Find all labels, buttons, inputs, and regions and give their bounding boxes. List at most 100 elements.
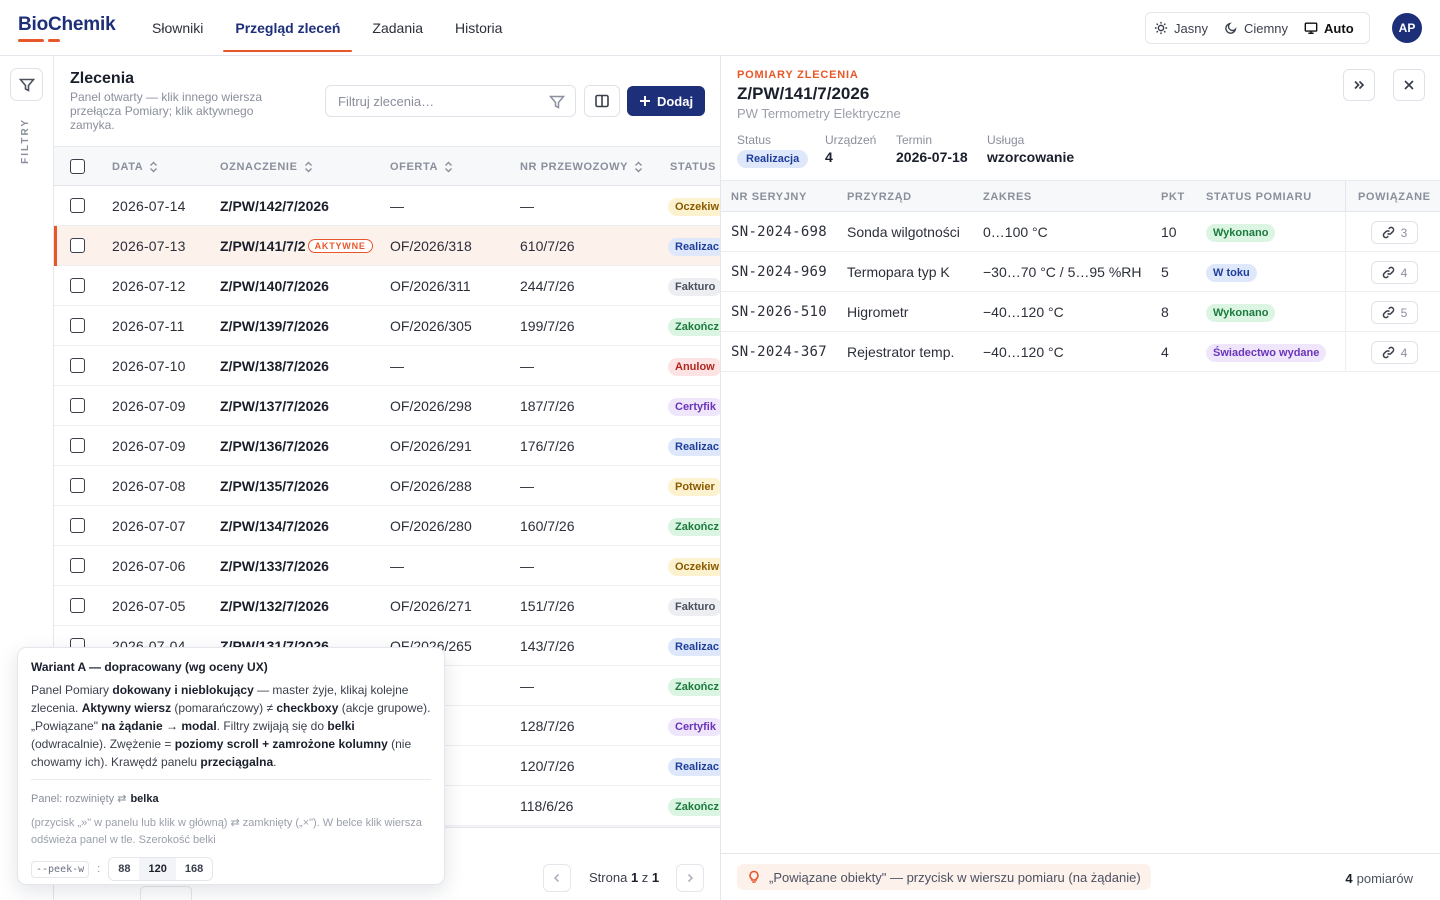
measurement-status-badge: Wykonano (1206, 224, 1276, 242)
row-oznaczenie[interactable]: Z/PW/139/7/2026 (220, 318, 329, 334)
measurement-row[interactable]: SN-2024-367 Rejestrator temp. −40…120 °C 4 Ś… (721, 332, 1440, 372)
row-oznaczenie[interactable]: Z/PW/135/7/2026 (220, 478, 329, 494)
row-checkbox[interactable] (70, 558, 85, 576)
row-oznaczenie[interactable]: Z/PW/136/7/2026 (220, 438, 329, 454)
row-oznaczenie[interactable]: Z/PW/134/7/2026 (220, 518, 329, 534)
app-logo[interactable]: BioChemik (18, 14, 116, 35)
add-order-button[interactable]: Dodaj (627, 86, 705, 116)
measurement-row[interactable]: SN-2024-698 Sonda wilgotności 0…100 °C 10 Wy… (721, 212, 1440, 252)
col-header-pkt[interactable]: PKT (1161, 191, 1185, 203)
linked-objects-button[interactable]: 4 (1371, 341, 1418, 364)
nav-item-slowniki[interactable]: Słowniki (152, 20, 204, 36)
table-row[interactable]: 2026-07-08 Z/PW/135/7/2026 OF/2026/288 — Pot… (54, 466, 721, 506)
col-header-zakres[interactable]: ZAKRES (983, 191, 1032, 203)
col-header-przyrzad[interactable]: PRZYRZĄD (847, 191, 912, 203)
filters-toggle-button[interactable] (10, 68, 43, 101)
table-row[interactable]: 2026-07-07 Z/PW/134/7/2026 OF/2026/280 160/… (54, 506, 721, 546)
row-checkbox[interactable] (70, 518, 85, 536)
theme-auto-option[interactable]: Auto (1304, 21, 1354, 36)
row-oznaczenie[interactable]: Z/PW/142/7/2026 (220, 198, 329, 214)
status-badge: Potwier (668, 478, 721, 496)
nav-item-zadania[interactable]: Zadania (372, 20, 423, 36)
row-oznaczenie-text: Z/PW/140/7/2026 (220, 278, 329, 294)
sun-icon (1154, 21, 1168, 35)
col-header-status[interactable]: STATUS (670, 161, 716, 173)
row-checkbox[interactable] (70, 198, 85, 216)
row-checkbox[interactable] (70, 278, 85, 296)
row-checkbox[interactable] (70, 478, 85, 496)
row-checkbox[interactable] (70, 318, 85, 336)
row-checkbox[interactable] (70, 598, 85, 616)
peek-width-option-88[interactable]: 88 (118, 863, 131, 875)
row-nr-przewozowy: 199/7/26 (520, 318, 575, 334)
table-row-active[interactable]: 2026-07-13 Z/PW/141/7/2 AKTYWNE OF/2026/318… (54, 226, 721, 266)
row-oznaczenie-text: Z/PW/132/7/2026 (220, 598, 329, 614)
row-oznaczenie-text: Z/PW/136/7/2026 (220, 438, 329, 454)
measurement-points: 10 (1161, 224, 1177, 240)
row-oznaczenie[interactable]: Z/PW/138/7/2026 (220, 358, 329, 374)
columns-toggle-button[interactable] (584, 85, 620, 117)
row-checkbox[interactable] (70, 438, 85, 456)
row-oznaczenie[interactable]: Z/PW/140/7/2026 (220, 278, 329, 294)
orders-filter-input[interactable] (338, 93, 538, 109)
table-row[interactable]: 2026-07-10 Z/PW/138/7/2026 — — Anulow (54, 346, 721, 386)
row-oznaczenie[interactable]: Z/PW/133/7/2026 (220, 558, 329, 574)
filters-rail-label[interactable]: FILTRY (20, 118, 31, 164)
sort-icon (304, 161, 312, 173)
col-header-oferta[interactable]: OFERTA (390, 161, 453, 173)
next-page-button[interactable] (676, 864, 704, 892)
row-nr-przewozowy: — (520, 478, 534, 494)
row-oznaczenie[interactable]: Z/PW/132/7/2026 (220, 598, 329, 614)
row-checkbox[interactable] (70, 398, 85, 416)
link-icon (1382, 226, 1394, 239)
peek-width-option-168[interactable]: 168 (184, 863, 204, 875)
frozen-column-divider (1345, 252, 1346, 292)
columns-icon (595, 94, 609, 108)
theme-dark-option[interactable]: Ciemny (1224, 21, 1288, 36)
theme-light-option[interactable]: Jasny (1154, 21, 1208, 36)
collapse-panel-button[interactable] (1343, 69, 1375, 101)
status-badge: Oczekiw (668, 558, 721, 576)
table-row[interactable]: 2026-07-05 Z/PW/132/7/2026 OF/2026/271 151/… (54, 586, 721, 626)
row-checkbox[interactable] (70, 358, 85, 376)
measurement-row[interactable]: SN-2024-969 Termopara typ K −30…70 °C / 5…… (721, 252, 1440, 292)
measurement-row[interactable]: SN-2026-510 Higrometr −40…120 °C 8 Wykonano 5 (721, 292, 1440, 332)
peek-width-option-120[interactable]: 120 (139, 858, 176, 880)
nav-item-przeglad-zlecen[interactable]: Przegląd zleceń (223, 10, 353, 52)
orders-filter-field[interactable] (325, 85, 576, 117)
status-badge: Oczekiw (668, 198, 721, 216)
linked-objects-button[interactable]: 5 (1371, 301, 1418, 324)
measurement-status-cell: Świadectwo wydane (1206, 343, 1327, 362)
status-badge: Certyfik (668, 398, 721, 416)
prev-page-button[interactable] (543, 864, 571, 892)
close-panel-button[interactable] (1393, 69, 1425, 101)
row-checkbox[interactable] (70, 238, 85, 256)
col-header-nr-seryjny[interactable]: NR SERYJNY (731, 191, 807, 203)
table-row[interactable]: 2026-07-12 Z/PW/140/7/2026 OF/2026/311 244/… (54, 266, 721, 306)
user-avatar[interactable]: AP (1392, 13, 1422, 43)
linked-objects-button[interactable]: 3 (1371, 221, 1418, 244)
row-status-cell: Zakończ (668, 677, 721, 696)
row-date: 2026-07-06 (112, 558, 186, 574)
linked-objects-button[interactable]: 4 (1371, 261, 1418, 284)
col-header-status-pomiaru[interactable]: STATUS POMIARU (1206, 191, 1312, 203)
meta-devices: Urządzeń 4 (825, 133, 877, 165)
theme-dark-label: Ciemny (1243, 20, 1289, 36)
table-row[interactable]: 2026-07-14 Z/PW/142/7/2026 — — Oczekiw (54, 186, 721, 226)
col-header-nr-przewozowy[interactable]: NR PRZEWOZOWY (520, 161, 643, 173)
col-header-data[interactable]: DATA (112, 161, 158, 173)
col-header-powiazane[interactable]: POWIĄZANE (1358, 191, 1431, 203)
table-row[interactable]: 2026-07-09 Z/PW/136/7/2026 OF/2026/291 176/… (54, 426, 721, 466)
col-header-oznaczenie[interactable]: OZNACZENIE (220, 161, 313, 173)
nav-item-historia[interactable]: Historia (455, 20, 503, 36)
row-oznaczenie[interactable]: Z/PW/141/7/2 AKTYWNE (220, 238, 373, 254)
row-oznaczenie[interactable]: Z/PW/137/7/2026 (220, 398, 329, 414)
page-size-select[interactable] (140, 886, 192, 900)
measurement-instrument: Termopara typ K (847, 264, 950, 280)
table-row[interactable]: 2026-07-06 Z/PW/133/7/2026 — — Oczekiw (54, 546, 721, 586)
row-status-cell: Zakończ (668, 797, 721, 816)
select-all-checkbox[interactable] (70, 159, 85, 174)
sort-icon (150, 161, 158, 173)
table-row[interactable]: 2026-07-11 Z/PW/139/7/2026 OF/2026/305 199/… (54, 306, 721, 346)
table-row[interactable]: 2026-07-09 Z/PW/137/7/2026 OF/2026/298 187/… (54, 386, 721, 426)
